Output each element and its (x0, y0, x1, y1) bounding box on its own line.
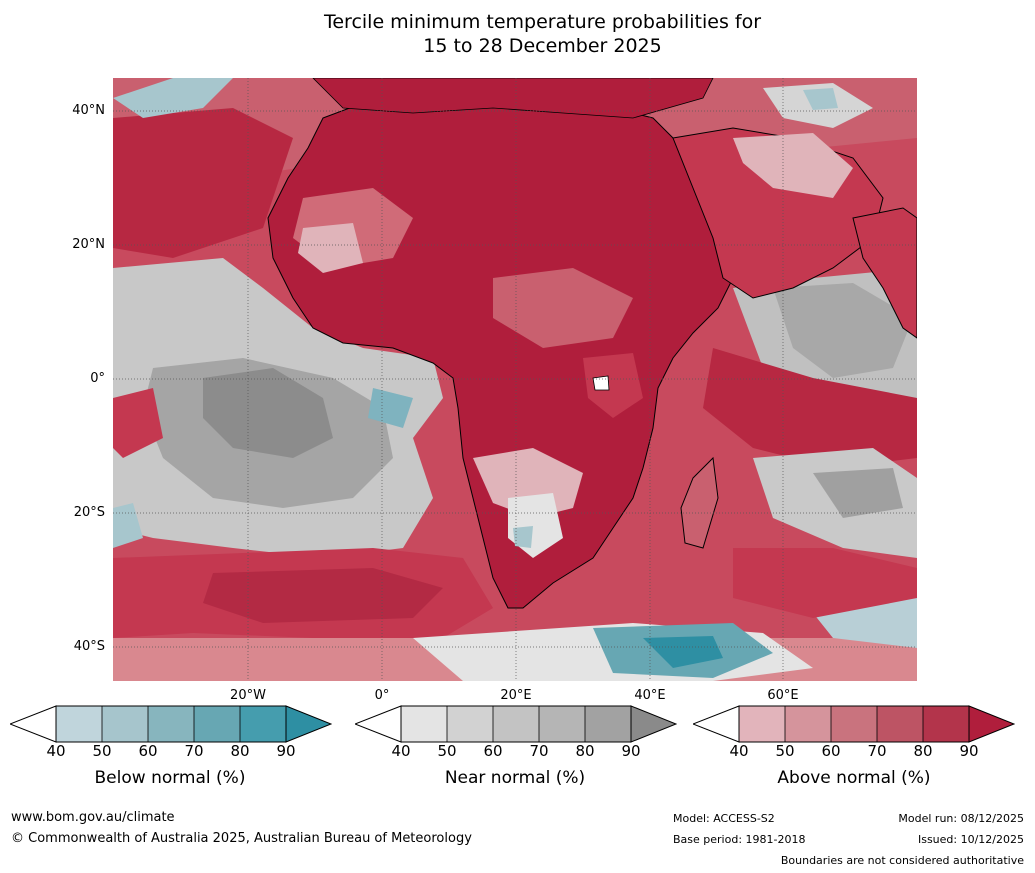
probability-map (113, 78, 917, 681)
below-swatch-70 (194, 706, 240, 742)
disclaimer-text: Boundaries are not considered authoritat… (780, 854, 1024, 867)
atlantic-teal-spot (368, 388, 413, 428)
near-tick-50: 50 (437, 742, 457, 760)
near-tick-40: 40 (391, 742, 411, 760)
below-tick-50: 50 (92, 742, 112, 760)
above-arrow-left (693, 705, 740, 743)
south-atlantic-deep-red (203, 568, 443, 623)
below-swatch-40 (56, 706, 102, 742)
west-africa-light (298, 223, 363, 273)
below-tick-60: 60 (138, 742, 158, 760)
below-normal-title: Below normal (%) (94, 768, 246, 788)
near-tick-80: 80 (575, 742, 595, 760)
below-swatch-50 (102, 706, 148, 742)
above-arrow-right (969, 706, 1014, 742)
above-tick-50: 50 (775, 742, 795, 760)
below-tick-90: 90 (276, 742, 296, 760)
indian-ocean-red-band (703, 348, 917, 468)
colorbar-near-normal (355, 705, 677, 743)
near-arrow-left (355, 705, 402, 743)
below-swatch-60 (148, 706, 194, 742)
atlantic-north-deep-red (113, 108, 293, 258)
colorbar-near-graphic (355, 705, 677, 743)
model-run-label: Model run: 08/12/2025 (898, 812, 1024, 825)
above-tick-60: 60 (821, 742, 841, 760)
below-arrow-right (286, 706, 331, 742)
near-swatch-40 (401, 706, 447, 742)
map-canvas (113, 78, 917, 681)
colorbar-below-normal (10, 705, 332, 743)
base-period-label: Base period: 1981-2018 (673, 833, 806, 846)
lake-victoria (592, 375, 610, 391)
lat-label-40s: 40°S (73, 639, 105, 654)
lat-label-20s: 20°S (73, 505, 105, 520)
lat-label-40n: 40°N (72, 103, 105, 118)
graticule (113, 78, 917, 681)
near-swatch-80 (585, 706, 631, 742)
above-tick-40: 40 (729, 742, 749, 760)
madagascar (680, 456, 719, 549)
atlantic-grey-dark (203, 368, 333, 458)
below-tick-80: 80 (230, 742, 250, 760)
above-swatch-50 (785, 706, 831, 742)
lat-label-20n: 20°N (72, 237, 105, 252)
issued-label: Issued: 10/12/2025 (917, 833, 1024, 846)
southern-europe (312, 78, 714, 119)
website-link[interactable]: www.bom.gov.au/climate (11, 810, 175, 825)
sahel-east-pink (493, 268, 633, 348)
colorbar-above-normal (693, 705, 1015, 743)
lon-label-20w: 20°W (230, 688, 266, 703)
near-swatch-50 (447, 706, 493, 742)
indian-ocean-grey-dark (773, 283, 913, 378)
title-line-1: Tercile minimum temperature probabilitie… (323, 11, 762, 33)
lon-label-0: 0° (374, 688, 390, 703)
above-tick-80: 80 (913, 742, 933, 760)
near-swatch-70 (539, 706, 585, 742)
north-atlantic-teal-patch (113, 78, 233, 118)
lon-label-60e: 60°E (767, 688, 799, 703)
near-swatch-60 (493, 706, 539, 742)
copyright-text: © Commonwealth of Australia 2025, Austra… (11, 831, 472, 846)
near-arrow-right (631, 706, 676, 742)
above-swatch-40 (739, 706, 785, 742)
above-swatch-60 (831, 706, 877, 742)
atlantic-west-red (113, 388, 163, 458)
above-swatch-70 (877, 706, 923, 742)
near-normal-title: Near normal (%) (444, 768, 586, 788)
near-tick-70: 70 (529, 742, 549, 760)
colorbar-above-graphic (693, 705, 1015, 743)
above-swatch-80 (923, 706, 969, 742)
great-lakes-region (583, 353, 643, 418)
indian-ocean-red-south (733, 548, 917, 618)
kalahari-teal (513, 526, 533, 548)
lat-label-equator: 0° (90, 371, 105, 386)
chart-title: Tercile minimum temperature probabilitie… (0, 10, 1035, 58)
above-tick-90: 90 (959, 742, 979, 760)
below-arrow-left (10, 705, 57, 743)
below-tick-40: 40 (46, 742, 66, 760)
southern-africa-light (473, 448, 583, 518)
atlantic-sw-teal (113, 503, 143, 548)
southern-teal-deep (643, 636, 723, 668)
indian-ocean-grey-dark-south (813, 468, 903, 518)
above-normal-title: Above normal (%) (777, 768, 931, 788)
below-swatch-80 (240, 706, 286, 742)
above-tick-70: 70 (867, 742, 887, 760)
near-tick-60: 60 (483, 742, 503, 760)
colorbar-below-graphic (10, 705, 332, 743)
india (852, 207, 917, 339)
below-tick-70: 70 (184, 742, 204, 760)
iran-teal (803, 88, 838, 110)
near-tick-90: 90 (621, 742, 641, 760)
lon-label-40e: 40°E (634, 688, 666, 703)
middle-east-light (733, 133, 853, 198)
model-label: Model: ACCESS-S2 (673, 812, 775, 825)
title-line-2: 15 to 28 December 2025 (423, 35, 662, 57)
lon-label-20e: 20°E (500, 688, 532, 703)
